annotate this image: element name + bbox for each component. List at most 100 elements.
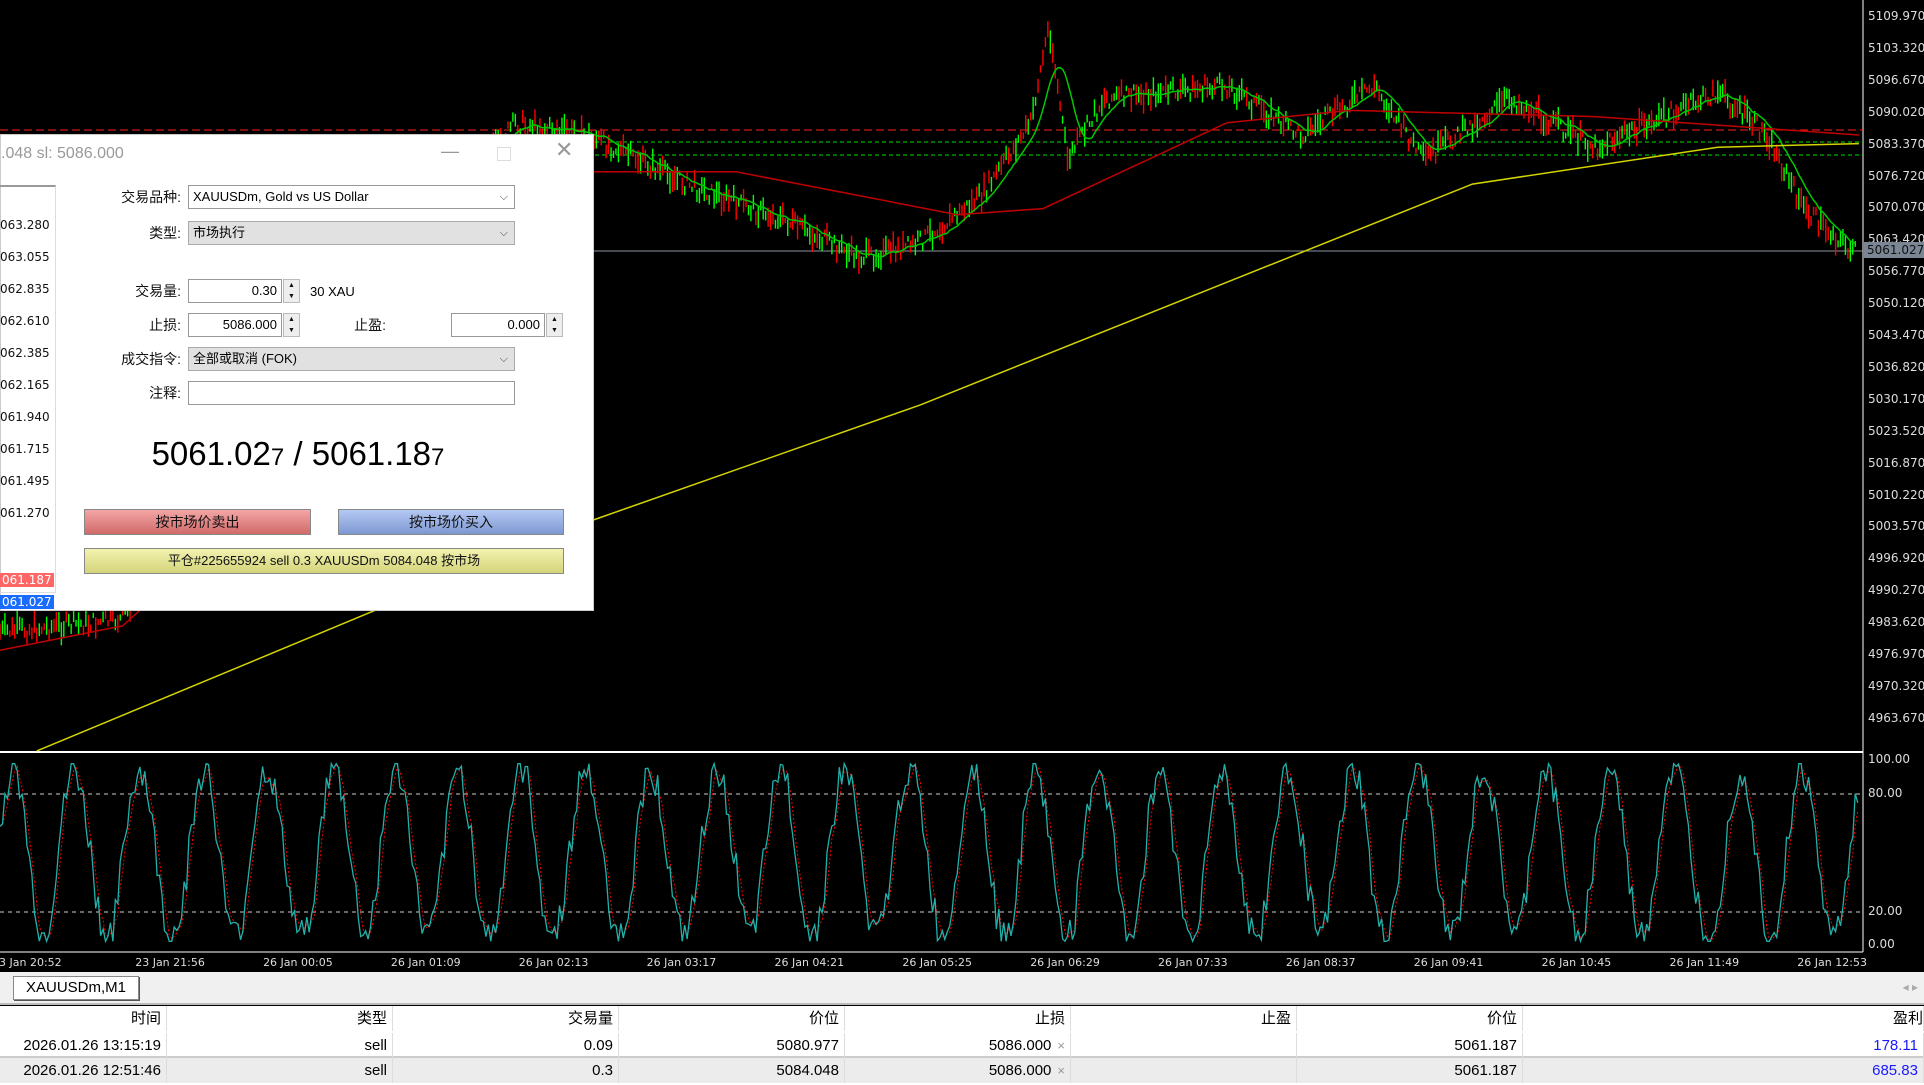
time-axis-label: 23 Jan 21:56 xyxy=(135,956,205,969)
price-axis-label: 5070.070 xyxy=(1868,200,1924,215)
price-axis-label: 5103.320 xyxy=(1868,40,1924,55)
table-cell: 2026.01.26 12:51:46 xyxy=(0,1058,167,1083)
price-axis-label: 5096.670 xyxy=(1868,72,1924,87)
volume-stepper[interactable]: ▲ ▼ xyxy=(283,279,300,303)
cell-text: 2026.01.26 13:15:19 xyxy=(23,1037,161,1054)
column-header[interactable]: 价位 xyxy=(1297,1006,1523,1031)
tick-price-label: 063.280 xyxy=(0,218,50,232)
bid-price: 5061.02 xyxy=(151,435,271,472)
table-cell xyxy=(1071,1033,1297,1058)
tick-price-label: 062.835 xyxy=(0,282,50,296)
sell-by-market-button[interactable]: 按市场价卖出 xyxy=(84,509,311,535)
symbol-label: 交易品种: xyxy=(121,189,181,205)
price-axis-label: 5050.120 xyxy=(1868,296,1924,311)
bid-price-last-digit: 7 xyxy=(270,444,285,471)
cell-text: 时间 xyxy=(130,1010,161,1027)
oscillator-signal-line xyxy=(0,762,1859,943)
fill-policy-label: 成交指令: xyxy=(121,351,181,367)
stop-loss-input[interactable]: 5086.000 xyxy=(188,313,282,337)
tab-scroll-arrows[interactable]: ◂ ▸ xyxy=(1902,980,1918,994)
table-row[interactable]: 2026.01.26 12:51:46 sell 0.3 5084.048 5086.0… xyxy=(0,1058,1924,1083)
symbol-select[interactable]: XAUUSDm, Gold vs US Dollar ⌵ xyxy=(188,185,515,209)
column-header[interactable]: 交易量 xyxy=(393,1006,619,1031)
volume-unit: 30 XAU xyxy=(310,284,355,299)
table-cell: 5061.187 xyxy=(1297,1058,1523,1083)
chart-tab-xauusdm-m1[interactable]: XAUUSDm,M1 xyxy=(13,976,140,1000)
time-axis-label: 26 Jan 11:49 xyxy=(1669,956,1740,969)
table-header: 时间 类型 交易量 价位 止损 止盈 价位 盈利 xyxy=(0,1006,1924,1031)
ask-price: 5061.18 xyxy=(311,435,432,472)
cell-text: 价位 xyxy=(808,1010,839,1027)
close-icon[interactable]: ✕ xyxy=(555,137,574,162)
order-dialog: .048 sl: 5086.000 — ✕ 061.187 061.027 06… xyxy=(0,134,594,611)
time-axis-label: 26 Jan 02:13 xyxy=(518,956,589,969)
tick-price-label: 061.940 xyxy=(0,410,50,424)
buy-by-market-button[interactable]: 按市场价买入 xyxy=(338,509,564,535)
bid-ask-display: 5061.027 / 5061.187 xyxy=(1,435,595,473)
volume-label: 交易量: xyxy=(135,283,181,299)
time-axis-label: 26 Jan 01:09 xyxy=(390,956,461,969)
type-select[interactable]: 市场执行 ⌵ xyxy=(188,221,515,245)
oscillator-main-line xyxy=(0,761,1859,944)
cell-text: 类型 xyxy=(356,1010,387,1027)
time-axis-label: 26 Jan 10:45 xyxy=(1541,956,1612,969)
time-axis-label: 26 Jan 05:25 xyxy=(902,956,972,969)
table-cell xyxy=(1071,1058,1297,1083)
price-axis-label: 4963.670 xyxy=(1868,710,1924,725)
column-header[interactable]: 价位 xyxy=(619,1006,845,1031)
cell-text: 5080.977 xyxy=(776,1037,839,1054)
table-cell: 5061.187 xyxy=(1297,1033,1523,1058)
table-cell: 2026.01.26 13:15:19 xyxy=(0,1033,167,1058)
price-axis-label: 5023.520 xyxy=(1868,423,1924,438)
symbol-value: XAUUSDm, Gold vs US Dollar xyxy=(193,189,369,204)
price-axis-label: 5056.770 xyxy=(1868,264,1924,279)
cell-text: 5086.000 xyxy=(988,1062,1052,1079)
time-axis-label: 26 Jan 03:17 xyxy=(646,956,717,969)
remove-sl-icon[interactable]: × xyxy=(1057,1038,1065,1053)
remove-sl-icon[interactable]: × xyxy=(1057,1063,1065,1078)
column-header[interactable]: 类型 xyxy=(167,1006,393,1031)
column-header[interactable]: 止损 xyxy=(845,1006,1071,1031)
tick-price-label: 062.610 xyxy=(0,314,50,328)
sl-label: 止损: xyxy=(149,317,181,333)
chevron-down-icon: ⌵ xyxy=(499,191,508,203)
chart-tab-bar: XAUUSDm,M1 ◂ ▸ xyxy=(0,972,1924,1005)
fill-policy-select[interactable]: 全部或取消 (FOK) ⌵ xyxy=(188,347,515,371)
table-cell: 685.83 xyxy=(1523,1058,1924,1083)
volume-input[interactable]: 0.30 xyxy=(188,279,282,303)
oscillator-axis-label: 100.00 xyxy=(1868,752,1910,766)
comment-input[interactable] xyxy=(188,381,515,405)
tick-price-label: 061.495 xyxy=(0,474,50,488)
table-row[interactable]: 2026.01.26 13:15:19 sell 0.09 5080.977 5086.… xyxy=(0,1033,1924,1058)
price-axis-label: 5043.470 xyxy=(1868,328,1924,342)
column-header[interactable]: 时间 xyxy=(0,1006,167,1031)
chevron-down-icon: ⌵ xyxy=(499,227,508,239)
maximize-icon[interactable] xyxy=(497,147,511,161)
cell-text: 178.11 xyxy=(1873,1037,1918,1054)
column-header[interactable]: 止盈 xyxy=(1071,1006,1297,1031)
cell-text: 5084.048 xyxy=(776,1062,839,1079)
close-position-button[interactable]: 平仓#225655924 sell 0.3 XAUUSDm 5084.048 按… xyxy=(84,548,564,574)
cell-text: sell xyxy=(364,1037,387,1054)
price-axis-label: 5076.720 xyxy=(1868,168,1924,183)
table-cell: sell xyxy=(167,1033,393,1058)
stop-loss-stepper[interactable]: ▲ ▼ xyxy=(283,313,300,337)
table-cell: sell xyxy=(167,1058,393,1083)
price-axis-label: 5003.570 xyxy=(1868,519,1924,534)
column-header[interactable]: 盈利 xyxy=(1523,1006,1924,1031)
table-cell: 178.11 xyxy=(1523,1033,1924,1058)
cell-text: 交易量 xyxy=(567,1010,613,1027)
minimize-icon[interactable]: — xyxy=(441,141,459,161)
price-axis-label: 4976.970 xyxy=(1868,647,1924,661)
tick-price-label: 063.055 xyxy=(0,250,50,264)
take-profit-input[interactable]: 0.000 xyxy=(451,313,545,337)
price-axis-label: 5090.020 xyxy=(1868,104,1924,119)
bid-tag: 061.027 xyxy=(0,595,54,609)
tick-chart-panel: 061.187 061.027 063.280 063.055 062.835 062… xyxy=(0,185,56,609)
table-cell: 0.3 xyxy=(393,1058,619,1083)
tick-price-label: 061.270 xyxy=(0,506,50,520)
price-axis-label: 4996.920 xyxy=(1868,551,1924,566)
price-axis-label: 4990.270 xyxy=(1868,583,1924,598)
table-cell: 5080.977 xyxy=(619,1033,845,1058)
take-profit-stepper[interactable]: ▲ ▼ xyxy=(546,313,563,337)
